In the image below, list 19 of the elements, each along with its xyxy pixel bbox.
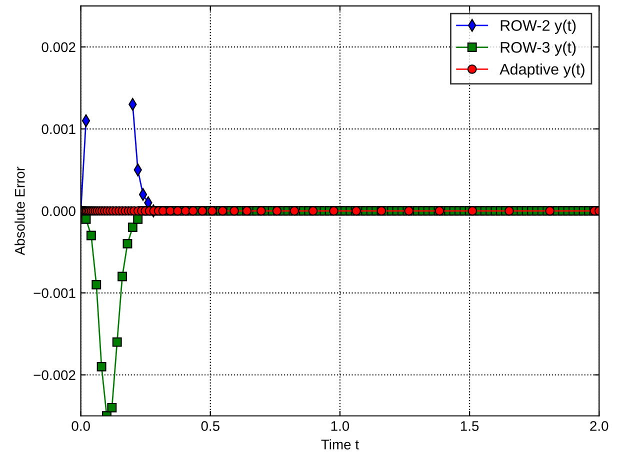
y-tick-label: 0.001 [42, 124, 76, 134]
point [230, 206, 239, 216]
y-tick-label: −0.002 [34, 370, 76, 380]
x-tick-label: 1.5 [460, 421, 479, 431]
x-tick-label: 0.0 [72, 421, 90, 431]
legend-label: ROW-3 y(t) [500, 42, 576, 56]
y-tick-label: 0.002 [42, 42, 76, 52]
legend-label: Adaptive y(t) [500, 63, 584, 78]
x-tick-label: 1.0 [331, 421, 350, 431]
x-tick-label: 0.5 [201, 421, 220, 431]
y-axis-title: Absolute Error [14, 166, 25, 256]
point [545, 206, 555, 216]
y-tick-label: −0.001 [34, 288, 76, 298]
legend-label: ROW-2 y(t) [500, 20, 576, 34]
point [198, 206, 208, 216]
x-tick-label: 2.0 [590, 421, 608, 431]
y-tick-label: 0.000 [42, 206, 76, 216]
x-axis-title: Time t [321, 439, 359, 450]
point [468, 206, 478, 216]
